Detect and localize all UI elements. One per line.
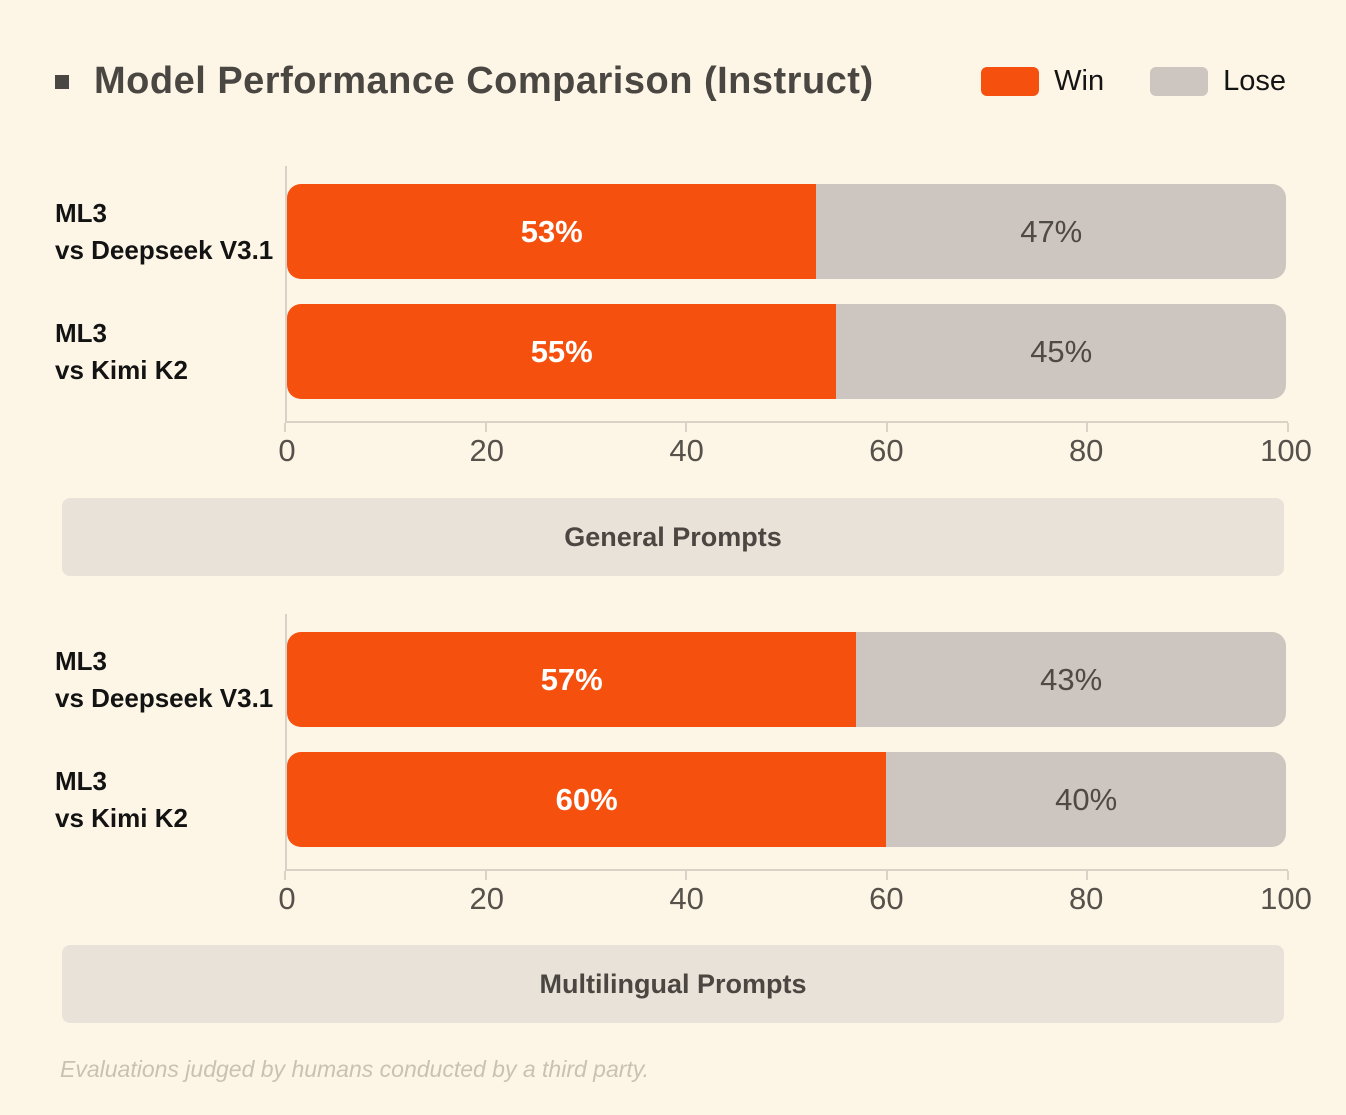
bar-segment-win: 53%: [287, 184, 817, 279]
chart-row: ML3 vs Kimi K2 60% 40%: [55, 752, 1286, 847]
axis-tick: [885, 871, 888, 880]
chart-row: ML3 vs Kimi K2 55% 45%: [55, 304, 1286, 399]
legend-item-lose: Lose: [1150, 65, 1286, 98]
axis-tick-label: 60: [869, 881, 904, 916]
section-band-label: Multilingual Prompts: [539, 968, 807, 999]
category-label-line: vs Deepseek V3.1: [55, 682, 274, 713]
axis-tick: [484, 423, 487, 432]
win-swatch-icon: [981, 67, 1040, 96]
bar-value-label: 53%: [520, 213, 583, 249]
lose-swatch-icon: [1150, 67, 1209, 96]
x-axis-line: [284, 869, 1289, 880]
footnote: Evaluations judged by humans conducted b…: [60, 1056, 649, 1082]
axis-tick-label: 40: [669, 881, 704, 916]
axis-tick: [685, 871, 688, 880]
bar-value-label: 45%: [1030, 333, 1093, 369]
axis-tick: [284, 423, 286, 432]
bar-segment-lose: 43%: [856, 632, 1286, 727]
bar-segment-win: 57%: [287, 632, 857, 727]
legend: Win Lose: [981, 65, 1286, 98]
axis-tick: [284, 871, 286, 880]
section-band-label: General Prompts: [564, 521, 782, 552]
category-label-line: vs Kimi K2: [55, 354, 188, 385]
category-label-line: ML3: [55, 645, 107, 676]
stacked-bar: 57% 43%: [287, 632, 1286, 727]
legend-label: Lose: [1223, 65, 1286, 97]
title-bullet-icon: [55, 74, 69, 89]
chart-rows: ML3 vs Deepseek V3.1 57% 43% ML3 vs Kimi K2 60…: [55, 614, 1286, 869]
axis-tick-label: 20: [469, 881, 505, 916]
category-label-line: ML3: [55, 765, 107, 796]
bar-value-label: 40%: [1055, 781, 1118, 817]
x-axis-labels: 0 20 40 60 80 100: [278, 871, 1311, 917]
chart-row: ML3 vs Deepseek V3.1 53% 47%: [55, 184, 1286, 279]
axis-tick: [1086, 871, 1089, 880]
axis-tick-label: 20: [469, 433, 505, 468]
page-title: Model Performance Comparison (Instruct): [94, 60, 874, 102]
bar-segment-lose: 45%: [836, 304, 1286, 399]
bar-segment-win: 60%: [287, 752, 887, 847]
bar-value-label: 47%: [1020, 213, 1083, 249]
axis-tick-label: 0: [278, 881, 296, 916]
axis-tick-label: 100: [1260, 433, 1312, 468]
bar-value-label: 60%: [555, 781, 618, 817]
legend-item-win: Win: [981, 65, 1104, 98]
category-label-line: ML3: [55, 317, 107, 348]
x-axis-line: [284, 421, 1289, 432]
axis-tick: [1287, 423, 1289, 432]
chart-row: ML3 vs Deepseek V3.1 57% 43%: [55, 632, 1286, 727]
bar-value-label: 57%: [540, 661, 603, 697]
section-band-general-prompts: General Prompts: [62, 498, 1284, 576]
axis-tick-label: 40: [669, 433, 704, 468]
chart-rows: ML3 vs Deepseek V3.1 53% 47% ML3 vs Kimi K2 55…: [55, 166, 1286, 421]
stacked-bar: 60% 40%: [287, 752, 1286, 847]
chart-general-prompts: ML3 vs Deepseek V3.1 53% 47% ML3 vs Kimi K2 55…: [0, 166, 1346, 469]
category-label: ML3 vs Kimi K2: [55, 315, 280, 389]
bar-value-label: 43%: [1040, 661, 1103, 697]
section-band-multilingual-prompts: Multilingual Prompts: [62, 945, 1284, 1023]
axis-tick-label: 0: [278, 433, 296, 468]
bar-value-label: 55%: [530, 333, 593, 369]
axis-tick-label: 80: [1068, 433, 1104, 468]
axis-tick: [1287, 871, 1289, 880]
header: Model Performance Comparison (Instruct) …: [0, 0, 1346, 103]
y-axis-line: [285, 614, 287, 869]
chart-multilingual-prompts: ML3 vs Deepseek V3.1 57% 43% ML3 vs Kimi K2 60…: [0, 614, 1346, 917]
stacked-bar: 53% 47%: [287, 184, 1286, 279]
title-group: Model Performance Comparison (Instruct): [55, 60, 874, 103]
axis-tick-label: 100: [1260, 881, 1312, 916]
axis-tick-label: 80: [1068, 881, 1104, 916]
x-axis-labels: 0 20 40 60 80 100: [278, 423, 1311, 469]
bar-segment-lose: 47%: [816, 184, 1286, 279]
legend-label: Win: [1054, 65, 1105, 97]
stacked-bar: 55% 45%: [287, 304, 1286, 399]
axis-tick: [484, 871, 487, 880]
y-axis-line: [285, 166, 287, 421]
axis-tick: [885, 423, 888, 432]
category-label-line: vs Kimi K2: [55, 802, 188, 833]
axis-tick: [685, 423, 688, 432]
bar-segment-lose: 40%: [886, 752, 1286, 847]
category-label: ML3 vs Deepseek V3.1: [55, 643, 280, 717]
bar-segment-win: 55%: [287, 304, 837, 399]
category-label: ML3 vs Deepseek V3.1: [55, 195, 280, 269]
axis-tick: [1086, 423, 1089, 432]
category-label-line: vs Deepseek V3.1: [55, 234, 274, 265]
axis-tick-label: 60: [869, 433, 904, 468]
category-label-line: ML3: [55, 197, 107, 228]
category-label: ML3 vs Kimi K2: [55, 763, 280, 837]
